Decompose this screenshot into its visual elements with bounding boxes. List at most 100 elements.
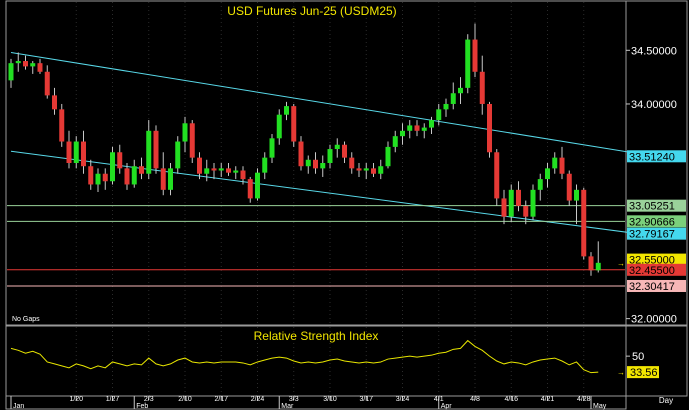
candle-body-39 — [291, 106, 297, 142]
price-label-box-1 — [627, 199, 686, 212]
price-label-box-6 — [627, 279, 686, 292]
candle-body-33 — [247, 179, 253, 199]
price-label-box-2 — [627, 215, 686, 228]
candle-body-5 — [44, 71, 50, 96]
candle-body-79 — [581, 189, 587, 257]
x-axis-label-12: 4/16 — [504, 396, 518, 403]
candle-body-28 — [211, 168, 217, 171]
candle-body-30 — [226, 168, 231, 173]
price-axis-label-0: 34.50000 — [631, 45, 677, 57]
last-price-arrow-icon: → — [617, 259, 625, 268]
candle-body-32 — [240, 170, 246, 180]
candle-body-24 — [182, 123, 188, 142]
candle-body-55 — [407, 125, 413, 131]
x-axis-label-9: 3/24 — [396, 396, 410, 403]
candle-body-26 — [197, 157, 202, 174]
x-axis-frame — [5, 395, 627, 410]
candle-body-35 — [262, 157, 268, 173]
price-axis-frame — [625, 0, 688, 326]
candle-body-27 — [204, 168, 210, 174]
candle-body-52 — [385, 146, 391, 167]
candle-body-69 — [508, 189, 514, 217]
price-label-text-2: 32.90666 — [629, 216, 675, 228]
candle-body-58 — [429, 120, 434, 128]
candle-body-63 — [465, 39, 471, 88]
candle-body-48 — [356, 168, 362, 171]
candle-body-71 — [523, 205, 529, 217]
candle-body-50 — [371, 168, 376, 174]
price-label-text-1: 33.05251 — [629, 201, 675, 213]
candle-body-18 — [139, 166, 144, 174]
price-label-text-3: 32.79167 — [629, 229, 675, 241]
rsi-arrow-icon: → — [617, 368, 625, 377]
candle-body-76 — [559, 157, 565, 174]
trendline-upper-channel — [10, 51, 664, 159]
x-axis-label-5: 2/24 — [251, 396, 265, 403]
month-label-3: Apr — [441, 403, 453, 410]
price-label-box-0 — [627, 150, 686, 163]
candle-body-25 — [189, 123, 195, 158]
candle-body-40 — [298, 141, 304, 167]
candle-body-72 — [530, 189, 536, 217]
candle-body-1 — [15, 61, 21, 64]
candle-body-38 — [284, 106, 289, 115]
price-label-text-4: 32.55000 — [629, 255, 675, 267]
candle-body-9 — [73, 141, 79, 163]
candle-body-56 — [414, 125, 420, 131]
candle-body-68 — [501, 198, 507, 217]
candle-body-4 — [37, 63, 43, 72]
candle-body-54 — [400, 130, 405, 137]
candle-body-74 — [545, 168, 550, 180]
rsi-line — [10, 339, 599, 374]
candle-body-81 — [595, 262, 601, 271]
candle-body-0 — [8, 63, 14, 81]
candle-body-42 — [313, 159, 318, 169]
candle-body-60 — [443, 103, 449, 110]
x-axis-label-1: 1/27 — [106, 396, 120, 403]
candle-body-77 — [566, 173, 572, 201]
candle-body-8 — [66, 141, 72, 163]
candle-body-41 — [305, 159, 311, 167]
rsi-value-box — [627, 366, 659, 379]
rsi-value-text: 33.56 — [630, 367, 658, 379]
x-axis-label-6: 3/3 — [289, 396, 299, 403]
candle-body-29 — [218, 168, 224, 171]
price-chart-title: USD Futures Jun-25 (USDM25) — [227, 4, 396, 18]
candle-body-44 — [327, 149, 333, 163]
candle-body-14 — [110, 152, 115, 182]
candle-body-6 — [52, 95, 57, 110]
candle-body-65 — [479, 71, 485, 104]
no-gaps-note: No Gaps — [12, 316, 40, 323]
price-axis-label-2: 32.00000 — [631, 314, 677, 326]
candle-body-31 — [233, 170, 239, 173]
x-axis-label-14: 4/28 — [577, 396, 591, 403]
candle-body-12 — [95, 173, 101, 185]
price-label-text-5: 32.45500 — [629, 265, 675, 277]
candle-body-53 — [392, 136, 398, 147]
candle-body-23 — [175, 141, 181, 169]
candle-body-7 — [59, 109, 65, 142]
price-label-text-0: 33.51240 — [629, 151, 675, 163]
month-label-0: Jan — [13, 403, 24, 410]
candle-body-16 — [124, 168, 130, 185]
candle-body-19 — [146, 130, 152, 174]
candle-body-3 — [30, 63, 36, 67]
candle-body-45 — [334, 144, 340, 150]
candle-body-36 — [269, 138, 275, 158]
candle-body-73 — [537, 179, 543, 190]
candle-body-15 — [117, 152, 123, 169]
price-label-box-4 — [627, 253, 686, 266]
candle-body-34 — [255, 172, 260, 199]
candle-body-13 — [102, 173, 108, 182]
candle-body-10 — [81, 141, 86, 167]
candle-body-61 — [450, 93, 456, 104]
x-axis-label-3: 2/10 — [178, 396, 192, 403]
candle-body-17 — [131, 166, 137, 185]
x-axis-unit-label: Day — [659, 396, 673, 405]
month-label-4: May — [593, 403, 607, 410]
candle-body-80 — [588, 256, 594, 271]
rsi-axis-frame — [625, 325, 688, 397]
x-axis-label-0: 1/20 — [69, 396, 83, 403]
